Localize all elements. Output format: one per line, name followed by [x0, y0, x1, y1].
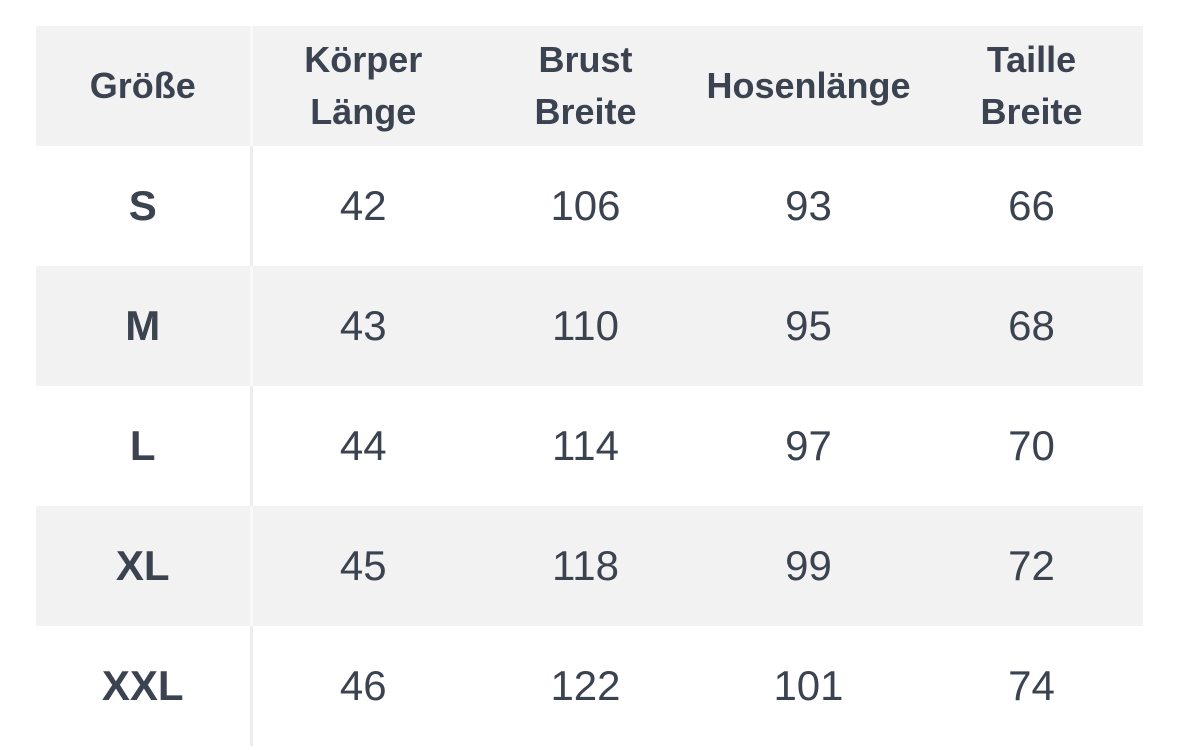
value-cell: 70	[920, 386, 1143, 506]
header-hosenlaenge: Hosenlänge	[697, 26, 920, 146]
value-cell: 106	[474, 146, 697, 266]
size-chart: Größe Körper Länge Brust Breite Hosenlän…	[36, 26, 1143, 746]
value-cell: 66	[920, 146, 1143, 266]
value-cell: 42	[251, 146, 474, 266]
value-cell: 99	[697, 506, 920, 626]
header-taille-breite: Taille Breite	[920, 26, 1143, 146]
row-xxl: XXL 46 122 101 74	[36, 626, 1143, 746]
size-label: XXL	[36, 626, 253, 746]
value-cell: 93	[697, 146, 920, 266]
header-row: Größe Körper Länge Brust Breite Hosenlän…	[36, 26, 1143, 146]
header-label: Brust	[538, 39, 633, 80]
value-cell: 45	[251, 506, 474, 626]
value-cell: 44	[251, 386, 474, 506]
value-cell: 110	[474, 266, 697, 386]
header-label: Hosenlänge	[706, 65, 911, 106]
header-label: Breite	[534, 91, 637, 132]
value-cell: 101	[697, 626, 920, 746]
value-cell: 43	[251, 266, 474, 386]
header-brust-breite: Brust Breite	[474, 26, 697, 146]
header-groesse: Größe	[36, 26, 253, 146]
header-label: Länge	[310, 91, 417, 132]
value-cell: 97	[697, 386, 920, 506]
size-label: S	[36, 146, 253, 266]
size-label: XL	[36, 506, 253, 626]
value-cell: 68	[920, 266, 1143, 386]
value-cell: 118	[474, 506, 697, 626]
value-cell: 72	[920, 506, 1143, 626]
row-l: L 44 114 97 70	[36, 386, 1143, 506]
row-xl: XL 45 118 99 72	[36, 506, 1143, 626]
row-s: S 42 106 93 66	[36, 146, 1143, 266]
value-cell: 122	[474, 626, 697, 746]
header-koerper-laenge: Körper Länge	[251, 26, 474, 146]
value-cell: 46	[251, 626, 474, 746]
header-label: Größe	[89, 65, 196, 106]
header-label: Körper	[304, 39, 423, 80]
value-cell: 74	[920, 626, 1143, 746]
row-m: M 43 110 95 68	[36, 266, 1143, 386]
header-label: Taille	[986, 39, 1077, 80]
size-label: L	[36, 386, 253, 506]
size-chart-table: Größe Körper Länge Brust Breite Hosenlän…	[36, 26, 1145, 746]
value-cell: 114	[474, 386, 697, 506]
header-label: Breite	[980, 91, 1083, 132]
size-label: M	[36, 266, 253, 386]
value-cell: 95	[697, 266, 920, 386]
